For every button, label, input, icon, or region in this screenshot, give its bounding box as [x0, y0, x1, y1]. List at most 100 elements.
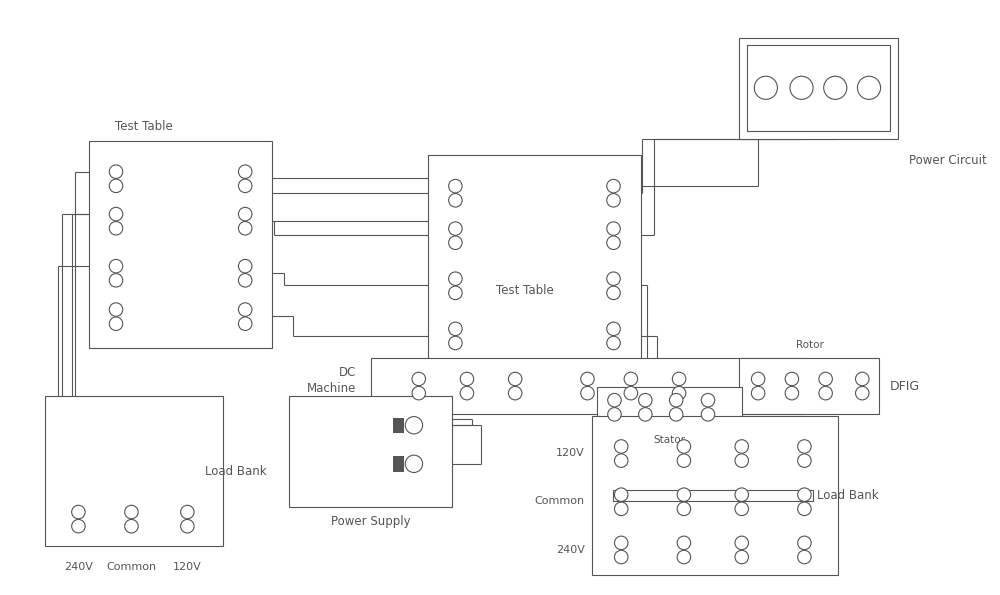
Circle shape	[857, 76, 881, 99]
Circle shape	[608, 393, 621, 407]
Circle shape	[677, 454, 691, 468]
Bar	[393, 418, 404, 433]
Circle shape	[109, 259, 123, 273]
Circle shape	[125, 519, 138, 533]
Circle shape	[449, 193, 462, 207]
Circle shape	[798, 488, 811, 502]
Circle shape	[181, 505, 194, 519]
Circle shape	[677, 536, 691, 550]
Circle shape	[238, 207, 252, 221]
Text: Stator: Stator	[653, 435, 685, 444]
Circle shape	[614, 440, 628, 453]
Circle shape	[412, 372, 426, 386]
Circle shape	[449, 236, 462, 249]
Circle shape	[238, 179, 252, 193]
Circle shape	[614, 550, 628, 564]
Circle shape	[735, 536, 748, 550]
Circle shape	[607, 322, 620, 336]
Circle shape	[181, 519, 194, 533]
Circle shape	[238, 221, 252, 235]
Bar	[747, 45, 890, 131]
Text: 240V: 240V	[556, 544, 585, 555]
Circle shape	[751, 372, 765, 386]
Text: Power Circuit: Power Circuit	[909, 154, 986, 167]
Circle shape	[819, 386, 832, 400]
Circle shape	[508, 372, 522, 386]
Circle shape	[109, 221, 123, 235]
Circle shape	[785, 372, 799, 386]
Circle shape	[405, 455, 423, 472]
Circle shape	[701, 408, 715, 421]
Circle shape	[607, 193, 620, 207]
Bar	[393, 456, 404, 471]
Text: Common: Common	[106, 562, 156, 572]
Text: Common: Common	[534, 496, 585, 506]
Circle shape	[607, 222, 620, 235]
Circle shape	[677, 440, 691, 453]
Circle shape	[639, 393, 652, 407]
Circle shape	[669, 393, 683, 407]
Circle shape	[607, 179, 620, 193]
Circle shape	[677, 550, 691, 564]
Circle shape	[412, 386, 426, 400]
Circle shape	[735, 502, 748, 516]
Circle shape	[607, 336, 620, 350]
Bar	[739, 358, 879, 414]
Circle shape	[735, 488, 748, 502]
Circle shape	[798, 502, 811, 516]
Bar	[89, 141, 272, 348]
Circle shape	[614, 536, 628, 550]
Circle shape	[449, 272, 462, 286]
Circle shape	[508, 386, 522, 400]
Circle shape	[735, 440, 748, 453]
Circle shape	[819, 372, 832, 386]
Circle shape	[109, 165, 123, 178]
Circle shape	[72, 519, 85, 533]
Text: Rotor: Rotor	[796, 340, 824, 350]
Text: Test Table: Test Table	[115, 120, 173, 133]
Circle shape	[109, 274, 123, 287]
Text: DFIG: DFIG	[889, 380, 919, 393]
Circle shape	[109, 303, 123, 317]
Circle shape	[125, 505, 138, 519]
Bar	[45, 396, 223, 546]
Circle shape	[614, 454, 628, 468]
Circle shape	[608, 408, 621, 421]
Circle shape	[669, 408, 683, 421]
Circle shape	[238, 259, 252, 273]
Circle shape	[109, 207, 123, 221]
Circle shape	[798, 550, 811, 564]
Circle shape	[460, 372, 474, 386]
Circle shape	[607, 286, 620, 300]
Circle shape	[751, 386, 765, 400]
Bar	[613, 490, 813, 502]
Bar	[289, 396, 452, 507]
Circle shape	[798, 454, 811, 468]
Circle shape	[785, 386, 799, 400]
Circle shape	[607, 236, 620, 249]
Circle shape	[581, 386, 594, 400]
Circle shape	[614, 488, 628, 502]
Bar	[592, 416, 838, 575]
Circle shape	[449, 286, 462, 300]
Circle shape	[449, 222, 462, 235]
Circle shape	[449, 322, 462, 336]
Circle shape	[735, 550, 748, 564]
Circle shape	[856, 386, 869, 400]
Circle shape	[405, 416, 423, 434]
Circle shape	[109, 317, 123, 330]
Circle shape	[581, 372, 594, 386]
Text: Load Bank: Load Bank	[817, 489, 879, 502]
Circle shape	[72, 505, 85, 519]
Bar	[597, 387, 742, 427]
Circle shape	[109, 179, 123, 193]
Text: DC: DC	[339, 366, 356, 379]
Circle shape	[754, 76, 777, 99]
Text: 120V: 120V	[556, 448, 585, 458]
Circle shape	[614, 502, 628, 516]
Text: Load Bank: Load Bank	[205, 465, 266, 478]
Circle shape	[790, 76, 813, 99]
Circle shape	[672, 372, 686, 386]
Circle shape	[238, 274, 252, 287]
Text: Machine: Machine	[307, 382, 356, 395]
